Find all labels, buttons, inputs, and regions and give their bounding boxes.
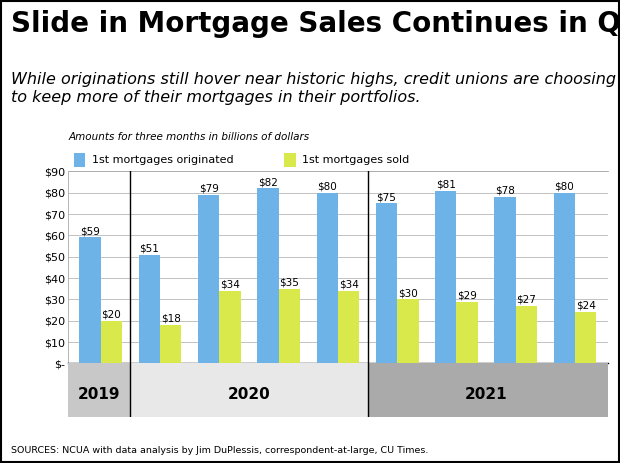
Text: $81: $81 <box>436 179 456 189</box>
Text: $24: $24 <box>576 301 596 311</box>
Bar <box>575 312 596 363</box>
Text: $78: $78 <box>495 186 515 196</box>
Text: $82: $82 <box>258 177 278 187</box>
Bar <box>368 363 608 417</box>
Text: $51: $51 <box>140 243 159 253</box>
Text: Amounts for three months in billions of dollars: Amounts for three months in billions of … <box>68 132 309 142</box>
Bar <box>456 301 478 363</box>
Text: SOURCES: NCUA with data analysis by Jim DuPlessis, correspondent-at-large, CU Ti: SOURCES: NCUA with data analysis by Jim … <box>11 446 428 455</box>
Text: $30: $30 <box>398 288 418 298</box>
Bar <box>554 193 575 363</box>
Bar <box>338 291 359 363</box>
Bar <box>130 363 368 417</box>
Text: 2021: 2021 <box>465 387 507 402</box>
Bar <box>284 153 296 167</box>
Text: $35: $35 <box>280 277 299 288</box>
Text: 1st mortgages originated: 1st mortgages originated <box>92 155 234 165</box>
Text: $75: $75 <box>376 192 396 202</box>
Bar <box>397 300 419 363</box>
Text: $20: $20 <box>102 309 122 319</box>
Bar <box>257 188 278 363</box>
Text: $79: $79 <box>199 183 219 194</box>
Bar <box>198 195 219 363</box>
Bar <box>278 289 300 363</box>
Text: 1st mortgages sold: 1st mortgages sold <box>303 155 410 165</box>
Text: $34: $34 <box>220 280 240 289</box>
Text: $18: $18 <box>161 314 180 324</box>
Text: $34: $34 <box>339 280 358 289</box>
Bar <box>160 325 182 363</box>
Text: $80: $80 <box>317 181 337 191</box>
Bar <box>79 238 101 363</box>
Text: $80: $80 <box>554 181 574 191</box>
Bar <box>219 291 241 363</box>
Text: While originations still hover near historic highs, credit unions are choosing
t: While originations still hover near hist… <box>11 72 616 105</box>
Bar <box>435 191 456 363</box>
Bar <box>376 203 397 363</box>
Bar <box>494 197 516 363</box>
Text: 2020: 2020 <box>228 387 270 402</box>
Text: Slide in Mortgage Sales Continues in Q4: Slide in Mortgage Sales Continues in Q4 <box>11 10 620 38</box>
Bar <box>74 153 86 167</box>
Bar <box>516 306 537 363</box>
Bar <box>317 193 338 363</box>
Text: $29: $29 <box>457 290 477 300</box>
Bar <box>101 321 122 363</box>
Bar <box>139 255 160 363</box>
Text: $59: $59 <box>80 226 100 236</box>
Text: 2019: 2019 <box>78 387 120 402</box>
Text: $27: $27 <box>516 294 536 305</box>
Bar <box>68 363 130 417</box>
